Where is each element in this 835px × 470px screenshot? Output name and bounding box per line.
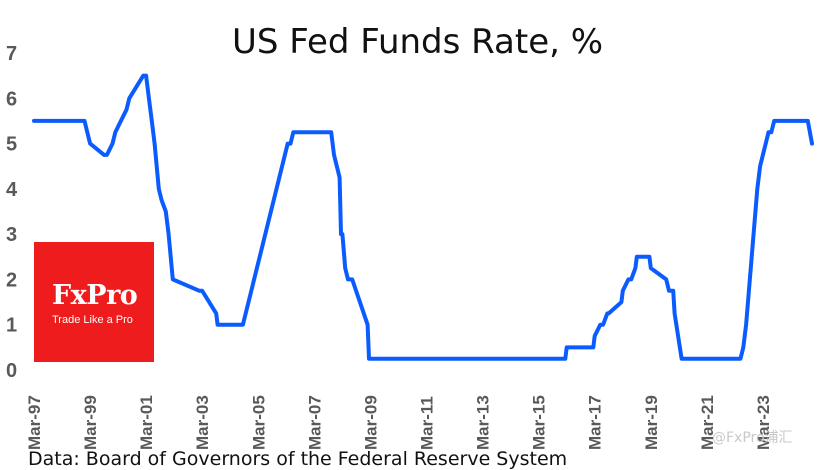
x-tick-label: Mar-19 [642,395,661,450]
y-tick-label: 2 [6,269,17,291]
x-tick-label: Mar-99 [81,395,100,450]
y-tick-label: 0 [6,360,17,382]
x-tick-label: Mar-11 [418,396,437,450]
series-line [32,73,814,361]
y-tick-label: 1 [6,315,17,337]
chart-title: US Fed Funds Rate, % [231,22,604,62]
y-tick-label: 5 [6,134,17,156]
source-note: Data: Board of Governors of the Federal … [28,448,568,470]
fxpro-logo: FxPro Trade Like a Pro [34,242,154,362]
x-tick-label: Mar-07 [305,395,324,450]
y-tick-label: 7 [6,43,17,65]
x-tick-label: Mar-17 [586,395,605,450]
logo-name: FxPro [52,280,138,311]
logo-tagline: Trade Like a Pro [52,314,133,326]
y-tick-label: 6 [6,88,17,110]
x-tick-label: Mar-01 [137,395,156,450]
x-tick-label: Mar-09 [361,395,380,450]
x-tick-label: Mar-13 [474,395,493,450]
y-tick-label: 4 [6,179,18,201]
y-tick-label: 3 [6,224,17,246]
watermark: @FxPro浦汇 [712,430,793,446]
x-tick-label: Mar-15 [530,395,549,450]
x-tick-label: Mar-23 [754,395,773,450]
x-tick-label: Mar-97 [25,395,44,450]
x-tick-label: Mar-03 [193,395,212,450]
x-tick-label: Mar-21 [698,395,717,450]
x-tick-label: Mar-05 [249,395,268,450]
